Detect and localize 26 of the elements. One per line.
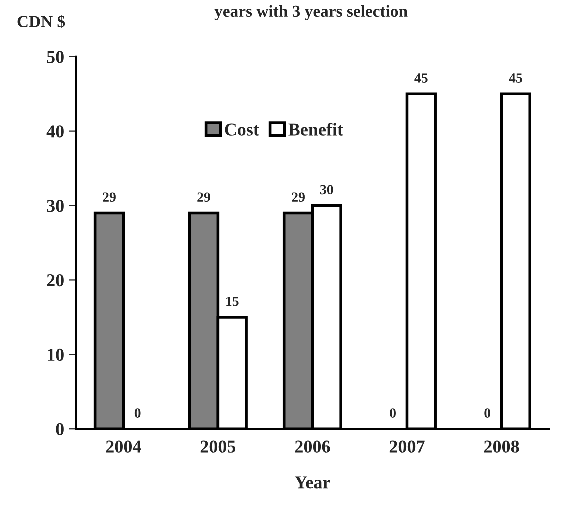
y-tick-label: 10 xyxy=(48,348,64,362)
data-label: 45 xyxy=(414,74,428,83)
y-tick-label: 30 xyxy=(47,200,64,212)
y-tick-label: 40 xyxy=(46,126,64,138)
data-label: 45 xyxy=(509,74,522,83)
data-label: 30 xyxy=(320,185,334,195)
data-label: 29 xyxy=(198,192,210,202)
data-label: 29 xyxy=(292,192,305,202)
data-label: 0 xyxy=(134,408,141,418)
x-tick-label: 2006 xyxy=(295,440,330,453)
y-tick-label: 50 xyxy=(47,51,64,64)
data-label: 0 xyxy=(484,408,491,418)
legend-label: Benefit xyxy=(288,123,344,136)
x-tick-label: 2007 xyxy=(390,440,425,453)
x-axis-title: Year xyxy=(294,476,330,489)
y-tick-label: 20 xyxy=(47,274,64,287)
legend-label: Cost xyxy=(225,124,260,136)
y-axis-title: CDN $ xyxy=(18,15,66,29)
data-label: 0 xyxy=(390,408,396,418)
chart-title: years with 3 years selection xyxy=(214,5,408,21)
x-tick-label: 2005 xyxy=(200,440,236,453)
data-label: 29 xyxy=(103,192,116,202)
y-tick-label: 0 xyxy=(56,423,64,436)
x-tick-label: 2004 xyxy=(106,440,142,453)
data-label: 15 xyxy=(226,296,239,306)
x-tick-label: 2008 xyxy=(484,440,520,453)
